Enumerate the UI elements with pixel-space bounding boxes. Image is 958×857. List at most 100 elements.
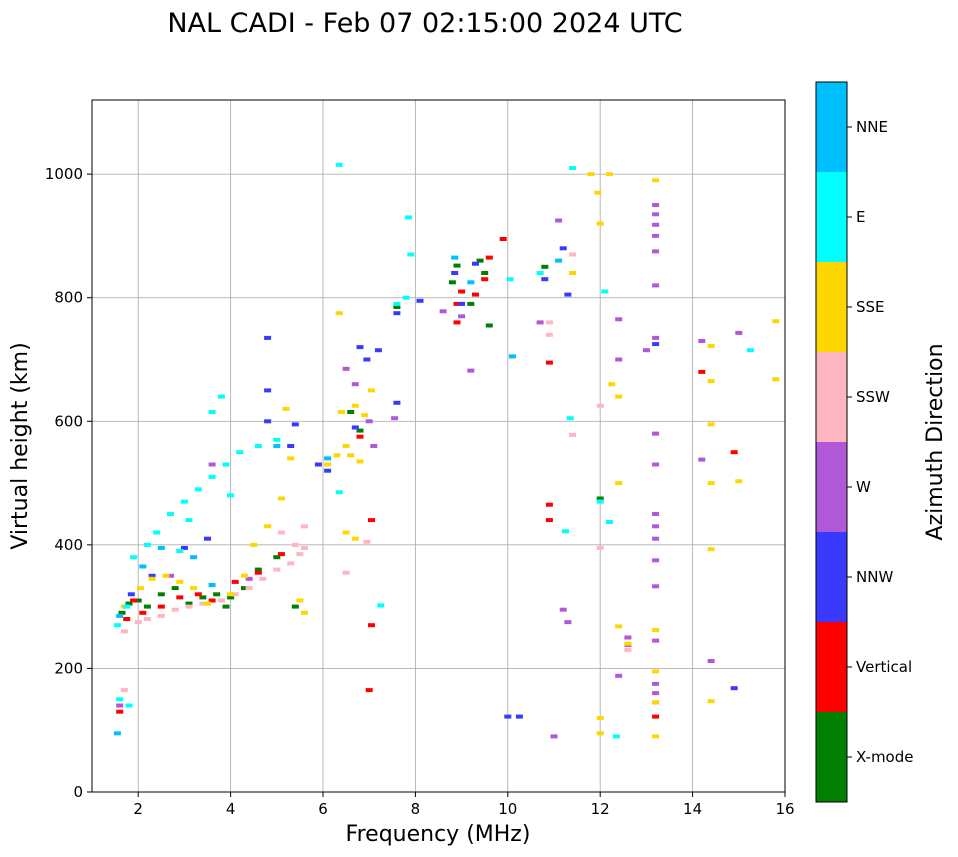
data-point	[615, 317, 623, 322]
y-axis-label: Virtual height (km)	[8, 342, 33, 549]
data-point	[467, 280, 475, 285]
plot-background	[92, 100, 785, 792]
data-point	[451, 271, 459, 275]
data-point	[250, 542, 258, 547]
data-point	[569, 166, 576, 170]
data-point	[652, 638, 660, 643]
data-point	[402, 295, 410, 300]
data-point	[555, 258, 563, 263]
data-point	[458, 301, 466, 306]
data-point	[176, 579, 184, 584]
data-point	[652, 203, 660, 207]
data-point	[569, 432, 576, 437]
data-point	[143, 604, 151, 609]
series-x-mode	[118, 258, 604, 615]
colorbar-label: Vertical	[856, 658, 912, 676]
data-point	[231, 579, 239, 584]
data-point	[652, 628, 660, 633]
data-point	[605, 172, 613, 177]
data-point	[222, 604, 230, 609]
data-point	[730, 686, 738, 691]
data-point	[273, 555, 281, 560]
data-point	[190, 555, 198, 560]
data-point	[652, 700, 660, 705]
data-point	[227, 592, 235, 597]
data-point	[157, 545, 165, 550]
data-point	[746, 348, 754, 353]
x-tick-label: 12	[591, 800, 610, 818]
data-point	[227, 595, 235, 600]
data-point	[652, 249, 660, 254]
data-point	[368, 518, 375, 523]
data-marks	[113, 162, 780, 739]
data-point	[368, 388, 375, 393]
data-point	[559, 607, 567, 612]
data-point	[153, 530, 161, 535]
plot-frame	[91, 99, 786, 793]
data-point	[148, 573, 156, 578]
data-point	[347, 410, 355, 414]
plot-area: 2 4 6 8 10 12 14 16 0 200 400 600 800 1000	[45, 99, 795, 818]
data-point	[596, 221, 604, 226]
data-point	[467, 301, 475, 306]
data-point	[356, 345, 364, 350]
data-point	[545, 518, 553, 523]
data-point	[624, 647, 632, 652]
data-point	[204, 536, 211, 541]
data-point	[127, 592, 135, 597]
x-axis-label: Frequency (MHz)	[346, 822, 531, 847]
colorbar-label: SSW	[856, 388, 890, 406]
colorbar-label: W	[856, 478, 871, 496]
data-point	[569, 252, 576, 257]
data-point	[199, 601, 207, 606]
data-point	[652, 462, 660, 467]
data-point	[707, 422, 715, 427]
data-point	[333, 453, 341, 458]
data-point	[113, 623, 121, 628]
data-point	[393, 301, 401, 306]
data-point	[217, 394, 225, 399]
data-point	[180, 545, 188, 550]
data-point	[652, 283, 660, 288]
data-point	[167, 573, 174, 578]
y-axis-ticks: 0 200 400 600 800 1000	[45, 165, 92, 801]
series-w	[116, 203, 743, 739]
data-point	[652, 178, 660, 183]
data-point	[453, 320, 461, 325]
data-point	[730, 450, 738, 455]
data-point	[130, 598, 138, 603]
colorbar-title: Azimuth Direction	[923, 343, 948, 540]
data-point	[652, 681, 660, 686]
data-point	[545, 320, 553, 325]
data-point	[118, 610, 126, 615]
data-point	[562, 529, 569, 534]
y-tick-label: 600	[54, 412, 83, 430]
data-point	[125, 601, 133, 606]
data-point	[453, 263, 461, 268]
data-point	[564, 292, 572, 297]
data-point	[485, 323, 493, 328]
data-point	[176, 549, 184, 553]
colorbar-segment	[816, 262, 847, 352]
data-point	[596, 496, 604, 501]
data-point	[264, 419, 272, 424]
series-vertical	[116, 237, 738, 719]
data-point	[608, 382, 616, 387]
data-point	[545, 502, 553, 507]
data-point	[277, 530, 285, 535]
data-point	[241, 573, 248, 578]
data-point	[116, 709, 124, 714]
data-point	[652, 558, 660, 563]
data-point	[130, 555, 138, 560]
data-point	[368, 623, 375, 628]
data-point	[180, 499, 188, 504]
grid-lines	[92, 100, 785, 792]
data-point	[222, 462, 230, 467]
data-point	[407, 252, 415, 257]
data-point	[652, 524, 660, 529]
data-point	[208, 583, 216, 587]
data-point	[273, 444, 281, 448]
colorbar-segment	[816, 442, 847, 532]
data-point	[652, 431, 660, 436]
data-point	[351, 536, 359, 541]
